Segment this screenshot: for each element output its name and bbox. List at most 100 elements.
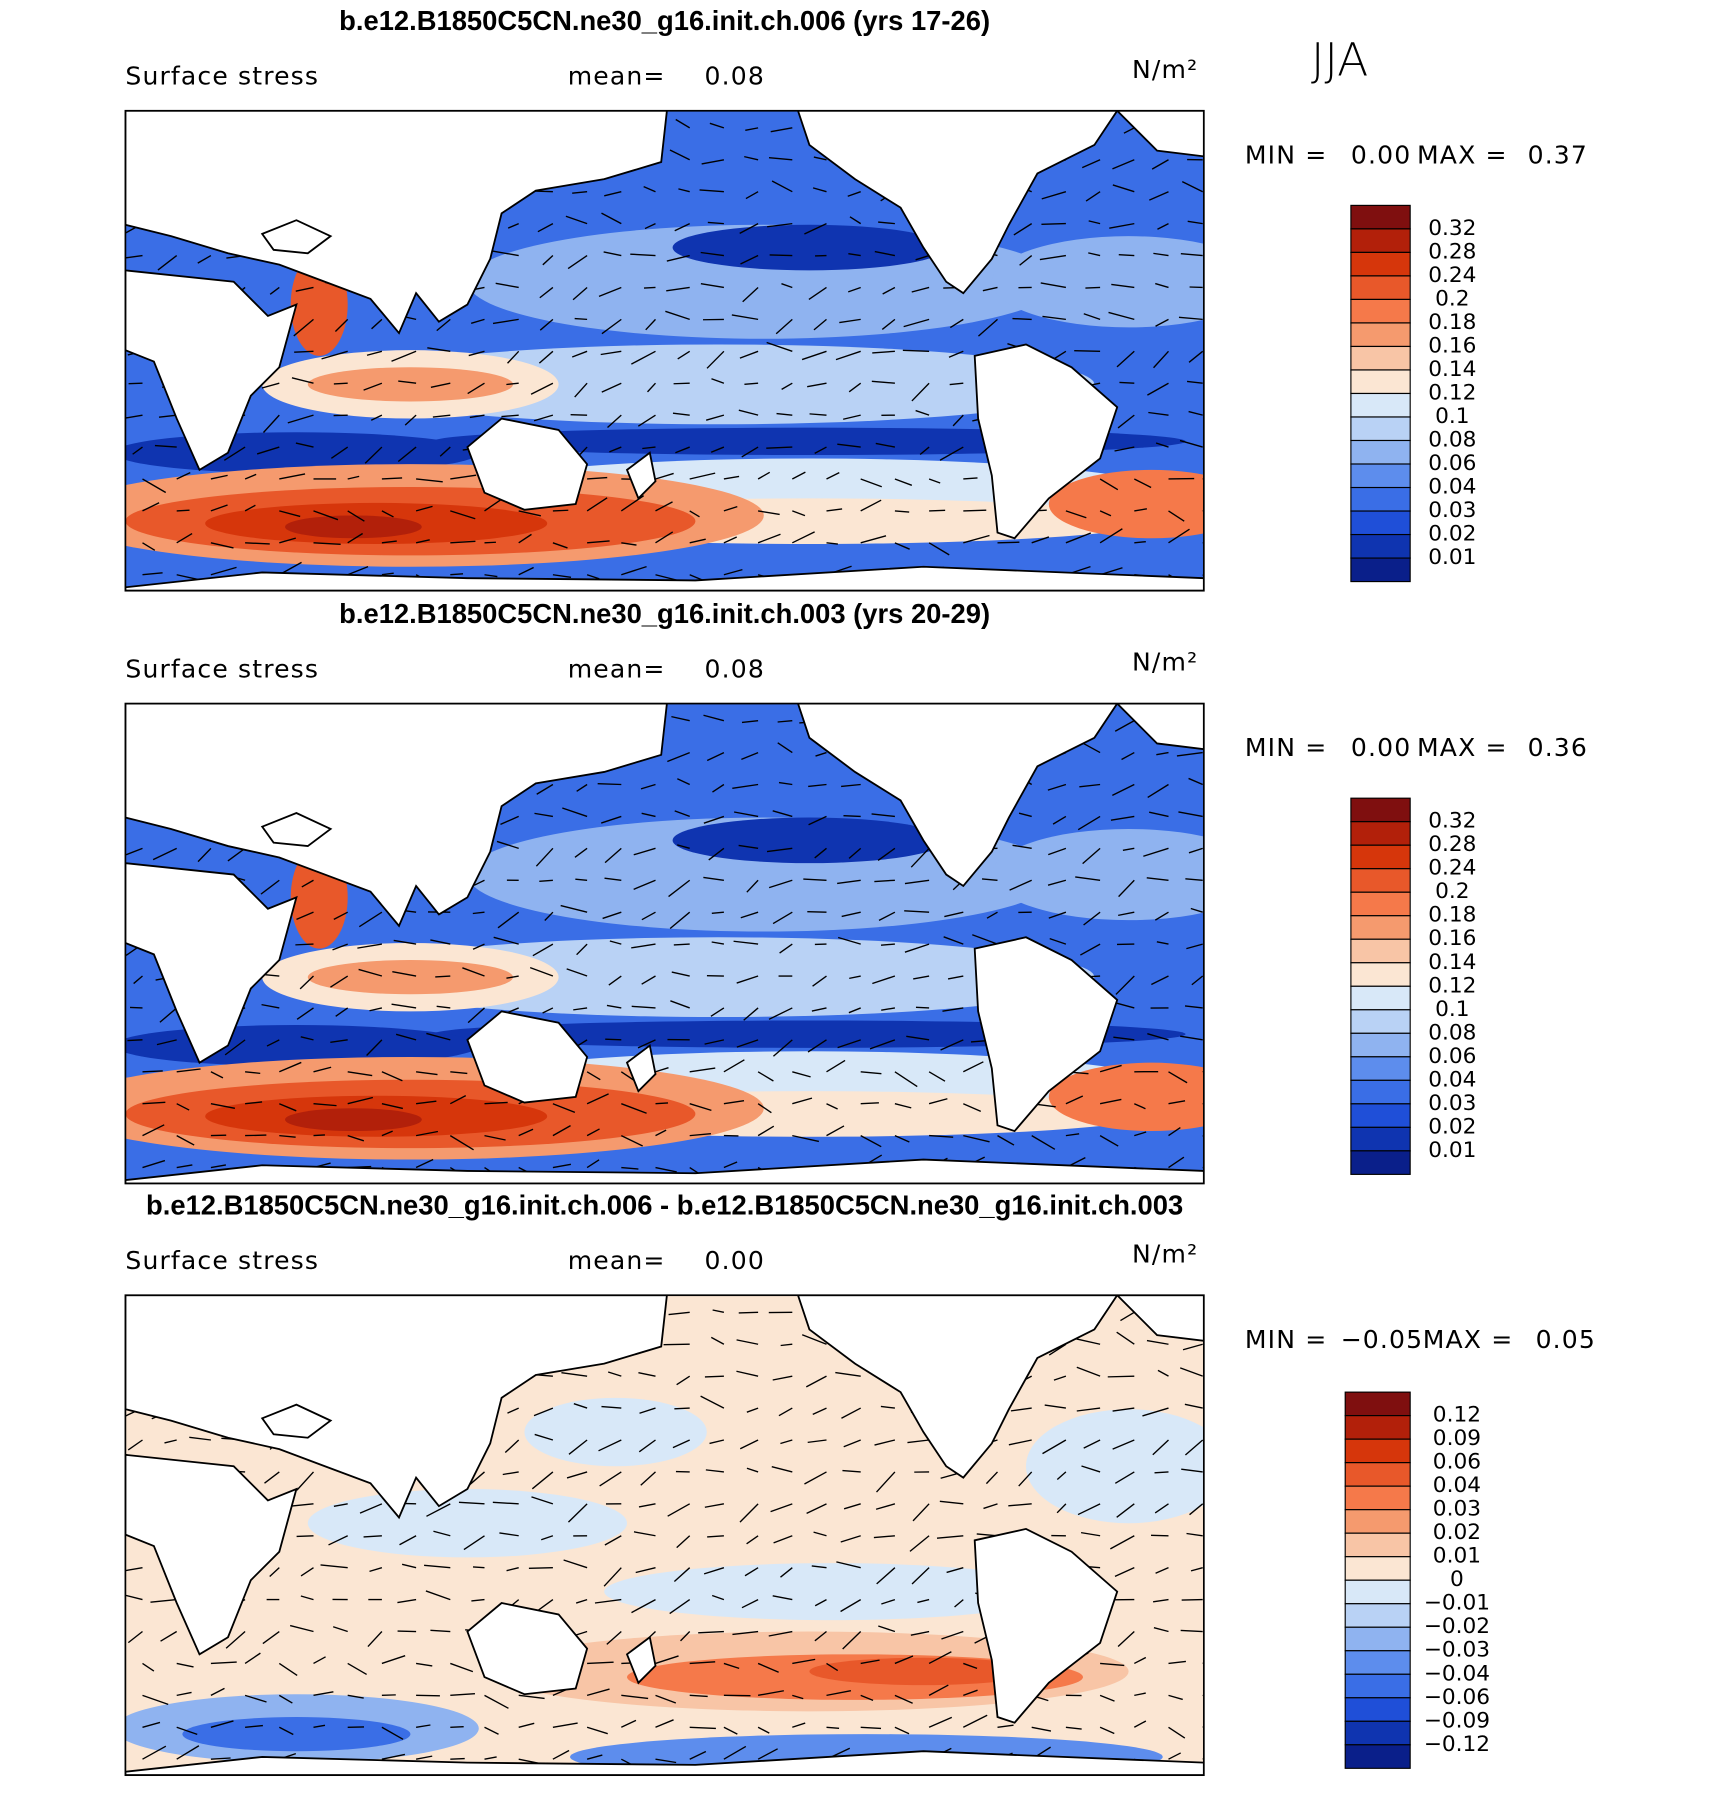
- colorbar-box: [1350, 1103, 1411, 1128]
- land: [625, 451, 657, 500]
- wind-arrow: [572, 191, 588, 194]
- wind-arrow: [552, 542, 568, 549]
- mean-value: 0.08: [705, 655, 765, 684]
- wind-arrow: [415, 505, 433, 512]
- wind-arrow: [125, 414, 143, 419]
- wind-arrow: [1031, 1135, 1056, 1150]
- wind-arrow: [812, 975, 827, 987]
- mean-value: 0.00: [705, 1246, 765, 1275]
- wind-arrow: [928, 1716, 953, 1728]
- wind-arrow: [1099, 1694, 1115, 1702]
- colorbar-box: [1350, 463, 1411, 489]
- wind-arrow: [1108, 311, 1135, 321]
- wind-arrow: [809, 413, 827, 416]
- colorbar-label: 0.16: [1428, 333, 1476, 358]
- wind-arrow: [963, 1134, 990, 1143]
- wind-arrow: [768, 1630, 793, 1637]
- colorbar-box: [1350, 1079, 1411, 1105]
- wind-arrow: [874, 1439, 896, 1446]
- wind-arrow: [881, 1007, 896, 1011]
- colorbar-box: [1344, 1673, 1411, 1699]
- wind-arrow: [330, 1039, 348, 1044]
- wind-arrow: [160, 1630, 178, 1642]
- colorbar-label: 0.12: [1428, 380, 1476, 405]
- wind-arrow: [176, 1164, 193, 1169]
- wind-arrow: [458, 1501, 485, 1505]
- wind-arrow: [631, 1005, 656, 1009]
- colorbar-label: 0.24: [1428, 263, 1476, 288]
- wind-arrow: [837, 879, 861, 885]
- wind-arrow: [775, 318, 793, 335]
- wind-arrow: [587, 1661, 614, 1665]
- mean-label: mean=: [568, 655, 666, 684]
- wind-arrow: [1179, 1367, 1203, 1377]
- colorbar-box: [1344, 1626, 1411, 1652]
- wind-arrow: [875, 442, 896, 448]
- wind-arrow: [826, 1726, 840, 1729]
- wind-arrow: [176, 509, 190, 512]
- wind-arrow: [919, 446, 930, 456]
- wind-arrow: [835, 1371, 861, 1377]
- wind-arrow: [910, 1630, 930, 1636]
- colorbar-label: 0.04: [1428, 475, 1476, 500]
- wind-arrow: [671, 715, 690, 722]
- wind-arrow: [539, 286, 554, 299]
- colorbar-box: [1344, 1462, 1411, 1487]
- wind-arrow: [946, 1567, 964, 1574]
- wind-arrow: [142, 1101, 166, 1105]
- wind-arrow: [484, 541, 496, 544]
- wind-arrow: [1019, 255, 1033, 266]
- wind-arrow: [807, 1039, 827, 1053]
- wind-arrow: [1041, 191, 1067, 200]
- colorbar-label: −0.09: [1424, 1708, 1490, 1733]
- wind-arrow: [944, 911, 964, 918]
- wind-arrow: [367, 1631, 383, 1648]
- wind-arrow: [176, 1103, 190, 1111]
- wind-arrow: [300, 1595, 314, 1601]
- wind-arrow: [1182, 1343, 1203, 1351]
- wind-arrow: [416, 1071, 438, 1076]
- wind-arrow: [1116, 350, 1135, 368]
- land: [625, 1043, 657, 1093]
- wind-arrow: [621, 1166, 639, 1170]
- wind-arrow: [1120, 1311, 1135, 1322]
- wind-arrow: [963, 1103, 982, 1112]
- wind-arrow: [1040, 282, 1067, 289]
- wind-arrow: [1114, 720, 1135, 732]
- wind-arrow: [826, 1662, 839, 1672]
- wind-arrow: [977, 318, 998, 337]
- wind-arrow: [1155, 282, 1169, 289]
- wind-arrow: [689, 1750, 707, 1760]
- wind-arrow: [598, 286, 622, 298]
- wind-arrow: [1168, 1694, 1183, 1701]
- wind-arrow: [655, 501, 673, 512]
- wind-arrow: [397, 1598, 417, 1604]
- colorbar-box: [1344, 1415, 1411, 1440]
- wind-arrow: [1112, 783, 1135, 797]
- wind-arrow: [839, 318, 861, 324]
- wind-arrow: [915, 1006, 930, 1009]
- wind-arrow: [723, 1100, 745, 1105]
- wind-arrow: [638, 1439, 656, 1453]
- wind-arrow: [1080, 1531, 1101, 1537]
- colorbar-label: 0.02: [1433, 1520, 1481, 1545]
- wind-arrow: [744, 155, 759, 161]
- wind-arrow: [347, 1096, 374, 1105]
- wind-arrow: [506, 1567, 519, 1572]
- land: [125, 703, 668, 928]
- wind-arrow: [472, 1566, 485, 1569]
- colorbar-label: 0.16: [1428, 926, 1476, 951]
- wind-arrow: [733, 940, 759, 945]
- wind-arrow: [954, 1599, 964, 1608]
- wind-arrow: [872, 350, 895, 354]
- wind-arrow: [537, 223, 554, 233]
- wind-arrow: [1113, 1036, 1135, 1041]
- colorbar-label: 0.18: [1428, 903, 1476, 928]
- land: [125, 1158, 1204, 1184]
- wind-arrow: [142, 1721, 161, 1728]
- wind-arrow: [1042, 315, 1066, 321]
- wind-arrow: [904, 943, 930, 953]
- wind-arrow: [710, 1336, 725, 1345]
- wind-arrow: [1202, 478, 1204, 480]
- wind-arrow: [840, 1535, 861, 1543]
